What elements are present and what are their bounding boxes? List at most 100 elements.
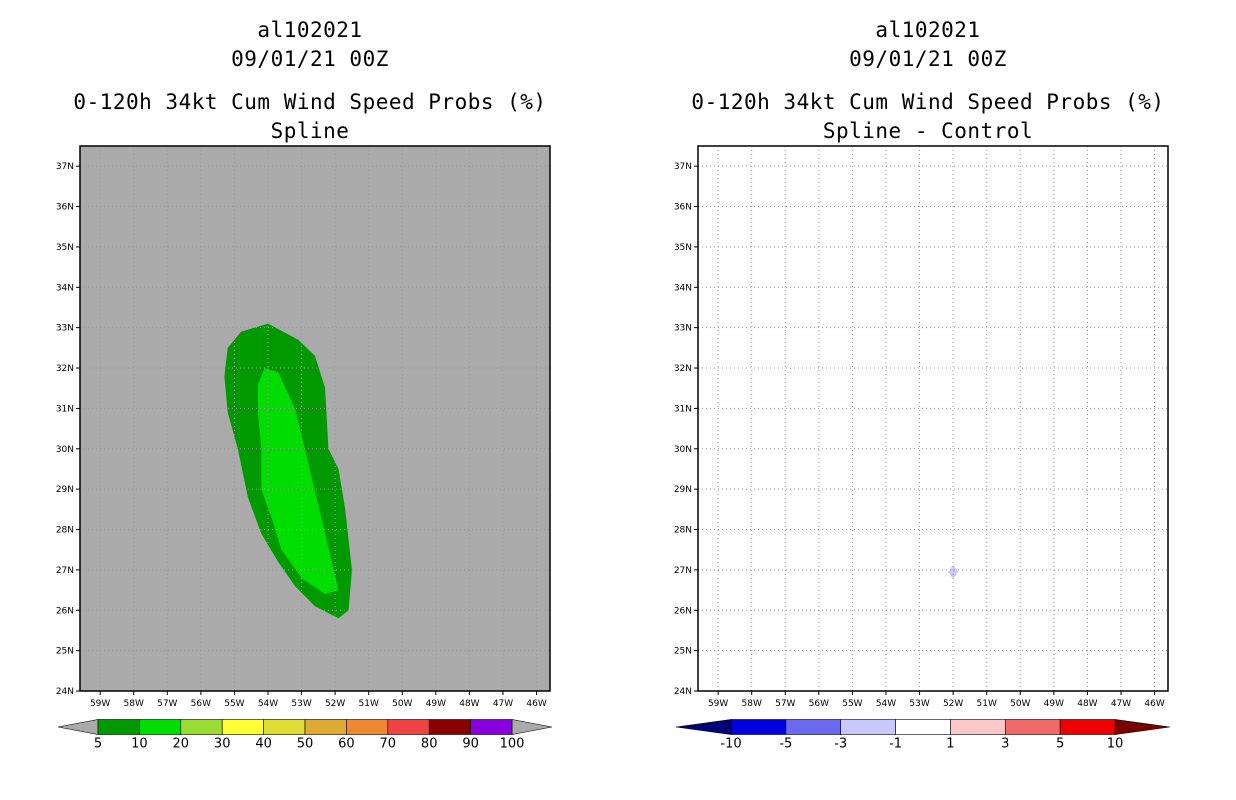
colorbar-end-left xyxy=(675,719,732,735)
colorbar-segment xyxy=(139,719,182,735)
colorbar-segment xyxy=(180,719,223,735)
y-tick-label: 26N xyxy=(56,606,74,616)
y-tick-label: 31N xyxy=(56,404,74,414)
x-tick-label: 50W xyxy=(1010,699,1030,709)
colorbar-right: -10 -5 -3 -1 1 3 5 10 xyxy=(675,719,1171,752)
right-chart-title: al102021 09/01/21 00Z 0-120h 34kt Cum Wi… xyxy=(618,16,1236,146)
y-tick-label: 29N xyxy=(56,485,74,495)
colorbar-segment xyxy=(428,719,471,735)
colorbar-left: 5 10 20 30 40 50 60 70 80 90 100 xyxy=(57,719,553,752)
right-title-product: 0-120h 34kt Cum Wind Speed Probs (%) xyxy=(691,90,1165,114)
right-title-method: Spline - Control xyxy=(822,119,1034,143)
x-tick-label: 57W xyxy=(157,699,177,709)
left-title-datetime: 09/01/21 00Z xyxy=(231,47,389,71)
colorbar-segment xyxy=(221,719,264,735)
colorbar-label: 1 xyxy=(946,737,954,752)
x-tick-label: 50W xyxy=(392,699,412,709)
contour-region--3 to -1 xyxy=(948,564,959,579)
right-title-datetime: 09/01/21 00Z xyxy=(849,47,1007,71)
y-tick-label: 24N xyxy=(56,687,74,697)
x-tick-label: 54W xyxy=(258,699,278,709)
y-tick-label: 30N xyxy=(674,445,692,455)
colorbar-label: 70 xyxy=(380,737,397,752)
colorbar-label: 10 xyxy=(131,737,148,752)
x-tick-label: 54W xyxy=(876,699,896,709)
y-tick-label: 26N xyxy=(674,606,692,616)
y-tick-label: 36N xyxy=(674,203,692,213)
y-tick-label: 25N xyxy=(56,647,74,657)
y-tick-label: 27N xyxy=(56,566,74,576)
x-tick-label: 52W xyxy=(943,699,963,709)
colorbar-segment xyxy=(97,719,140,735)
y-tick-label: 28N xyxy=(56,526,74,536)
x-tick-label: 47W xyxy=(493,699,513,709)
colorbar-segment xyxy=(840,719,896,735)
colorbar-label: 80 xyxy=(421,737,438,752)
y-tick-label: 25N xyxy=(674,647,692,657)
x-tick-label: 56W xyxy=(191,699,211,709)
x-tick-label: 56W xyxy=(809,699,829,709)
x-tick-label: 46W xyxy=(1144,699,1164,709)
colorbar-label: 5 xyxy=(1056,737,1064,752)
x-tick-label: 52W xyxy=(325,699,345,709)
colorbar-label: -10 xyxy=(720,737,741,752)
y-tick-label: 34N xyxy=(56,283,74,293)
y-tick-label: 33N xyxy=(674,324,692,334)
y-tick-label: 36N xyxy=(56,203,74,213)
x-tick-label: 51W xyxy=(359,699,379,709)
y-tick-label: 29N xyxy=(674,485,692,495)
contour-region-10-20 xyxy=(257,368,339,595)
x-tick-label: 53W xyxy=(909,699,929,709)
panel-left: 24N 25N 26N 27N 28N 29N 30N 31N 32N 33N 34N 35N 36N 3… xyxy=(56,145,553,752)
y-tick-label: 30N xyxy=(56,445,74,455)
plot-frame xyxy=(79,145,551,692)
y-tick-label: 37N xyxy=(56,162,74,172)
y-tick-label: 32N xyxy=(56,364,74,374)
colorbar-segment xyxy=(1059,719,1116,735)
colorbar-label: 5 xyxy=(94,737,102,752)
plot-background xyxy=(698,146,1168,691)
x-tick-label: 53W xyxy=(291,699,311,709)
colorbar-segment xyxy=(950,719,1006,735)
y-tick-label: 32N xyxy=(674,364,692,374)
x-tick-label: 47W xyxy=(1111,699,1131,709)
colorbar-end-right xyxy=(1114,719,1171,735)
panel-right: 24N 25N 26N 27N 28N 29N 30N 31N 32N 33N 34N 35N 36N 3… xyxy=(674,145,1171,752)
colorbar-end-right xyxy=(511,719,553,735)
x-tick-label: 48W xyxy=(459,699,479,709)
x-tick-label: 49W xyxy=(1044,699,1064,709)
y-tick-label: 35N xyxy=(56,243,74,253)
x-tick-label: 59W xyxy=(90,699,110,709)
colorbar-label: 50 xyxy=(297,737,314,752)
x-tick-label: 46W xyxy=(526,699,546,709)
colorbar-label: 90 xyxy=(462,737,479,752)
x-tick-label: 55W xyxy=(224,699,244,709)
left-chart-title: al102021 09/01/21 00Z 0-120h 34kt Cum Wi… xyxy=(0,16,620,146)
colorbar-label: -3 xyxy=(834,737,847,752)
colorbar-label: 10 xyxy=(1107,737,1124,752)
colorbar-label: 40 xyxy=(255,737,272,752)
colorbar-label: 60 xyxy=(338,737,355,752)
colorbar-segment xyxy=(470,719,513,735)
x-tick-label: 57W xyxy=(775,699,795,709)
colorbar-segment xyxy=(387,719,430,735)
colorbar-segment xyxy=(304,719,347,735)
x-tick-label: 55W xyxy=(842,699,862,709)
colorbar-segment xyxy=(895,719,951,735)
colorbar-segment xyxy=(730,719,787,735)
left-title-storm-id: al102021 xyxy=(257,18,363,42)
left-title-method: Spline xyxy=(270,119,350,143)
left-title-product: 0-120h 34kt Cum Wind Speed Probs (%) xyxy=(73,90,547,114)
colorbar-label: 3 xyxy=(1001,737,1009,752)
colorbar-label: -5 xyxy=(779,737,792,752)
x-tick-label: 51W xyxy=(977,699,997,709)
colorbar-label: 20 xyxy=(173,737,190,752)
x-tick-label: 58W xyxy=(742,699,762,709)
colorbar-segment xyxy=(1004,719,1061,735)
colorbar-label: 30 xyxy=(214,737,231,752)
colorbar-label: 100 xyxy=(500,737,525,752)
x-tick-label: 48W xyxy=(1077,699,1097,709)
y-tick-label: 35N xyxy=(674,243,692,253)
y-tick-label: 27N xyxy=(674,566,692,576)
